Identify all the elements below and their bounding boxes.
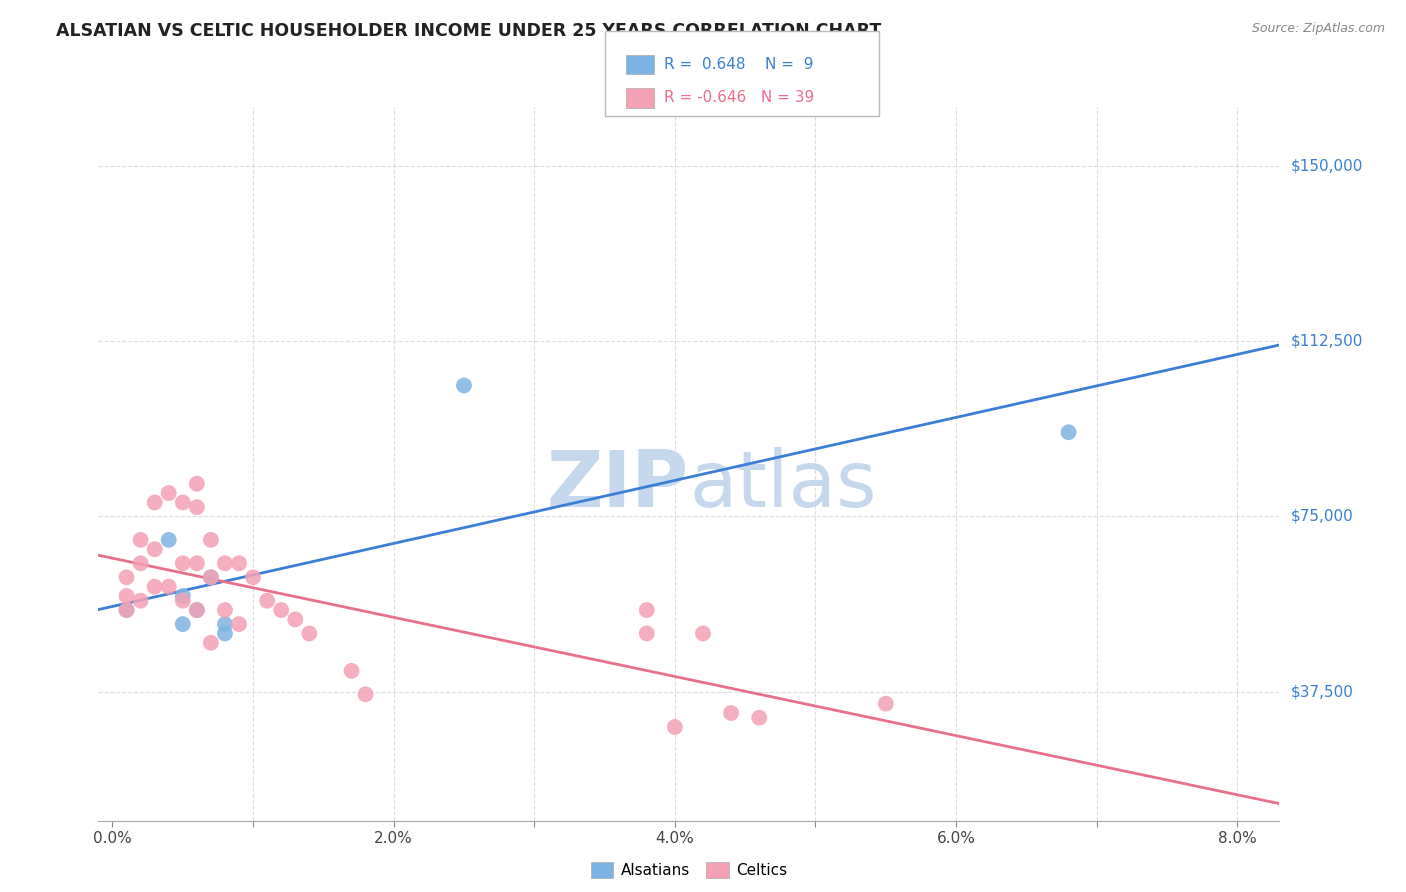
Point: [636, 603, 658, 617]
Point: [214, 617, 236, 632]
Point: [200, 570, 222, 584]
Point: [284, 612, 307, 626]
Point: [692, 626, 714, 640]
Point: [172, 593, 194, 607]
Text: Source: ZipAtlas.com: Source: ZipAtlas.com: [1251, 22, 1385, 36]
Point: [242, 570, 264, 584]
Text: R = -0.646   N = 39: R = -0.646 N = 39: [664, 90, 814, 105]
Point: [200, 636, 222, 650]
Point: [228, 617, 250, 632]
Point: [636, 626, 658, 640]
Point: [172, 617, 194, 632]
Text: $150,000: $150,000: [1291, 158, 1362, 173]
Point: [172, 556, 194, 570]
Point: [214, 603, 236, 617]
Legend: Alsatians, Celtics: Alsatians, Celtics: [585, 856, 793, 884]
Point: [115, 589, 138, 603]
Point: [172, 589, 194, 603]
Point: [214, 626, 236, 640]
Point: [354, 687, 377, 701]
Point: [115, 570, 138, 584]
Point: [340, 664, 363, 678]
Text: ALSATIAN VS CELTIC HOUSEHOLDER INCOME UNDER 25 YEARS CORRELATION CHART: ALSATIAN VS CELTIC HOUSEHOLDER INCOME UN…: [56, 22, 882, 40]
Text: atlas: atlas: [689, 447, 876, 524]
Point: [200, 533, 222, 547]
Point: [214, 556, 236, 570]
Point: [748, 711, 770, 725]
Point: [115, 603, 138, 617]
Point: [186, 476, 208, 491]
Point: [186, 556, 208, 570]
Point: [157, 533, 180, 547]
Text: R =  0.648    N =  9: R = 0.648 N = 9: [664, 57, 813, 72]
Point: [172, 495, 194, 509]
Point: [298, 626, 321, 640]
Point: [664, 720, 686, 734]
Point: [256, 593, 278, 607]
Point: [200, 570, 222, 584]
Text: $37,500: $37,500: [1291, 684, 1354, 699]
Text: $75,000: $75,000: [1291, 509, 1354, 524]
Point: [143, 580, 166, 594]
Point: [1057, 425, 1080, 440]
Point: [228, 556, 250, 570]
Point: [157, 580, 180, 594]
Text: $112,500: $112,500: [1291, 334, 1362, 349]
Point: [129, 533, 152, 547]
Point: [186, 603, 208, 617]
Point: [115, 603, 138, 617]
Point: [129, 556, 152, 570]
Point: [720, 706, 742, 720]
Point: [143, 542, 166, 557]
Point: [157, 486, 180, 500]
Text: ZIP: ZIP: [547, 447, 689, 524]
Point: [129, 593, 152, 607]
Point: [270, 603, 292, 617]
Point: [143, 495, 166, 509]
Point: [186, 500, 208, 515]
Point: [186, 603, 208, 617]
Point: [453, 378, 475, 392]
Point: [875, 697, 897, 711]
